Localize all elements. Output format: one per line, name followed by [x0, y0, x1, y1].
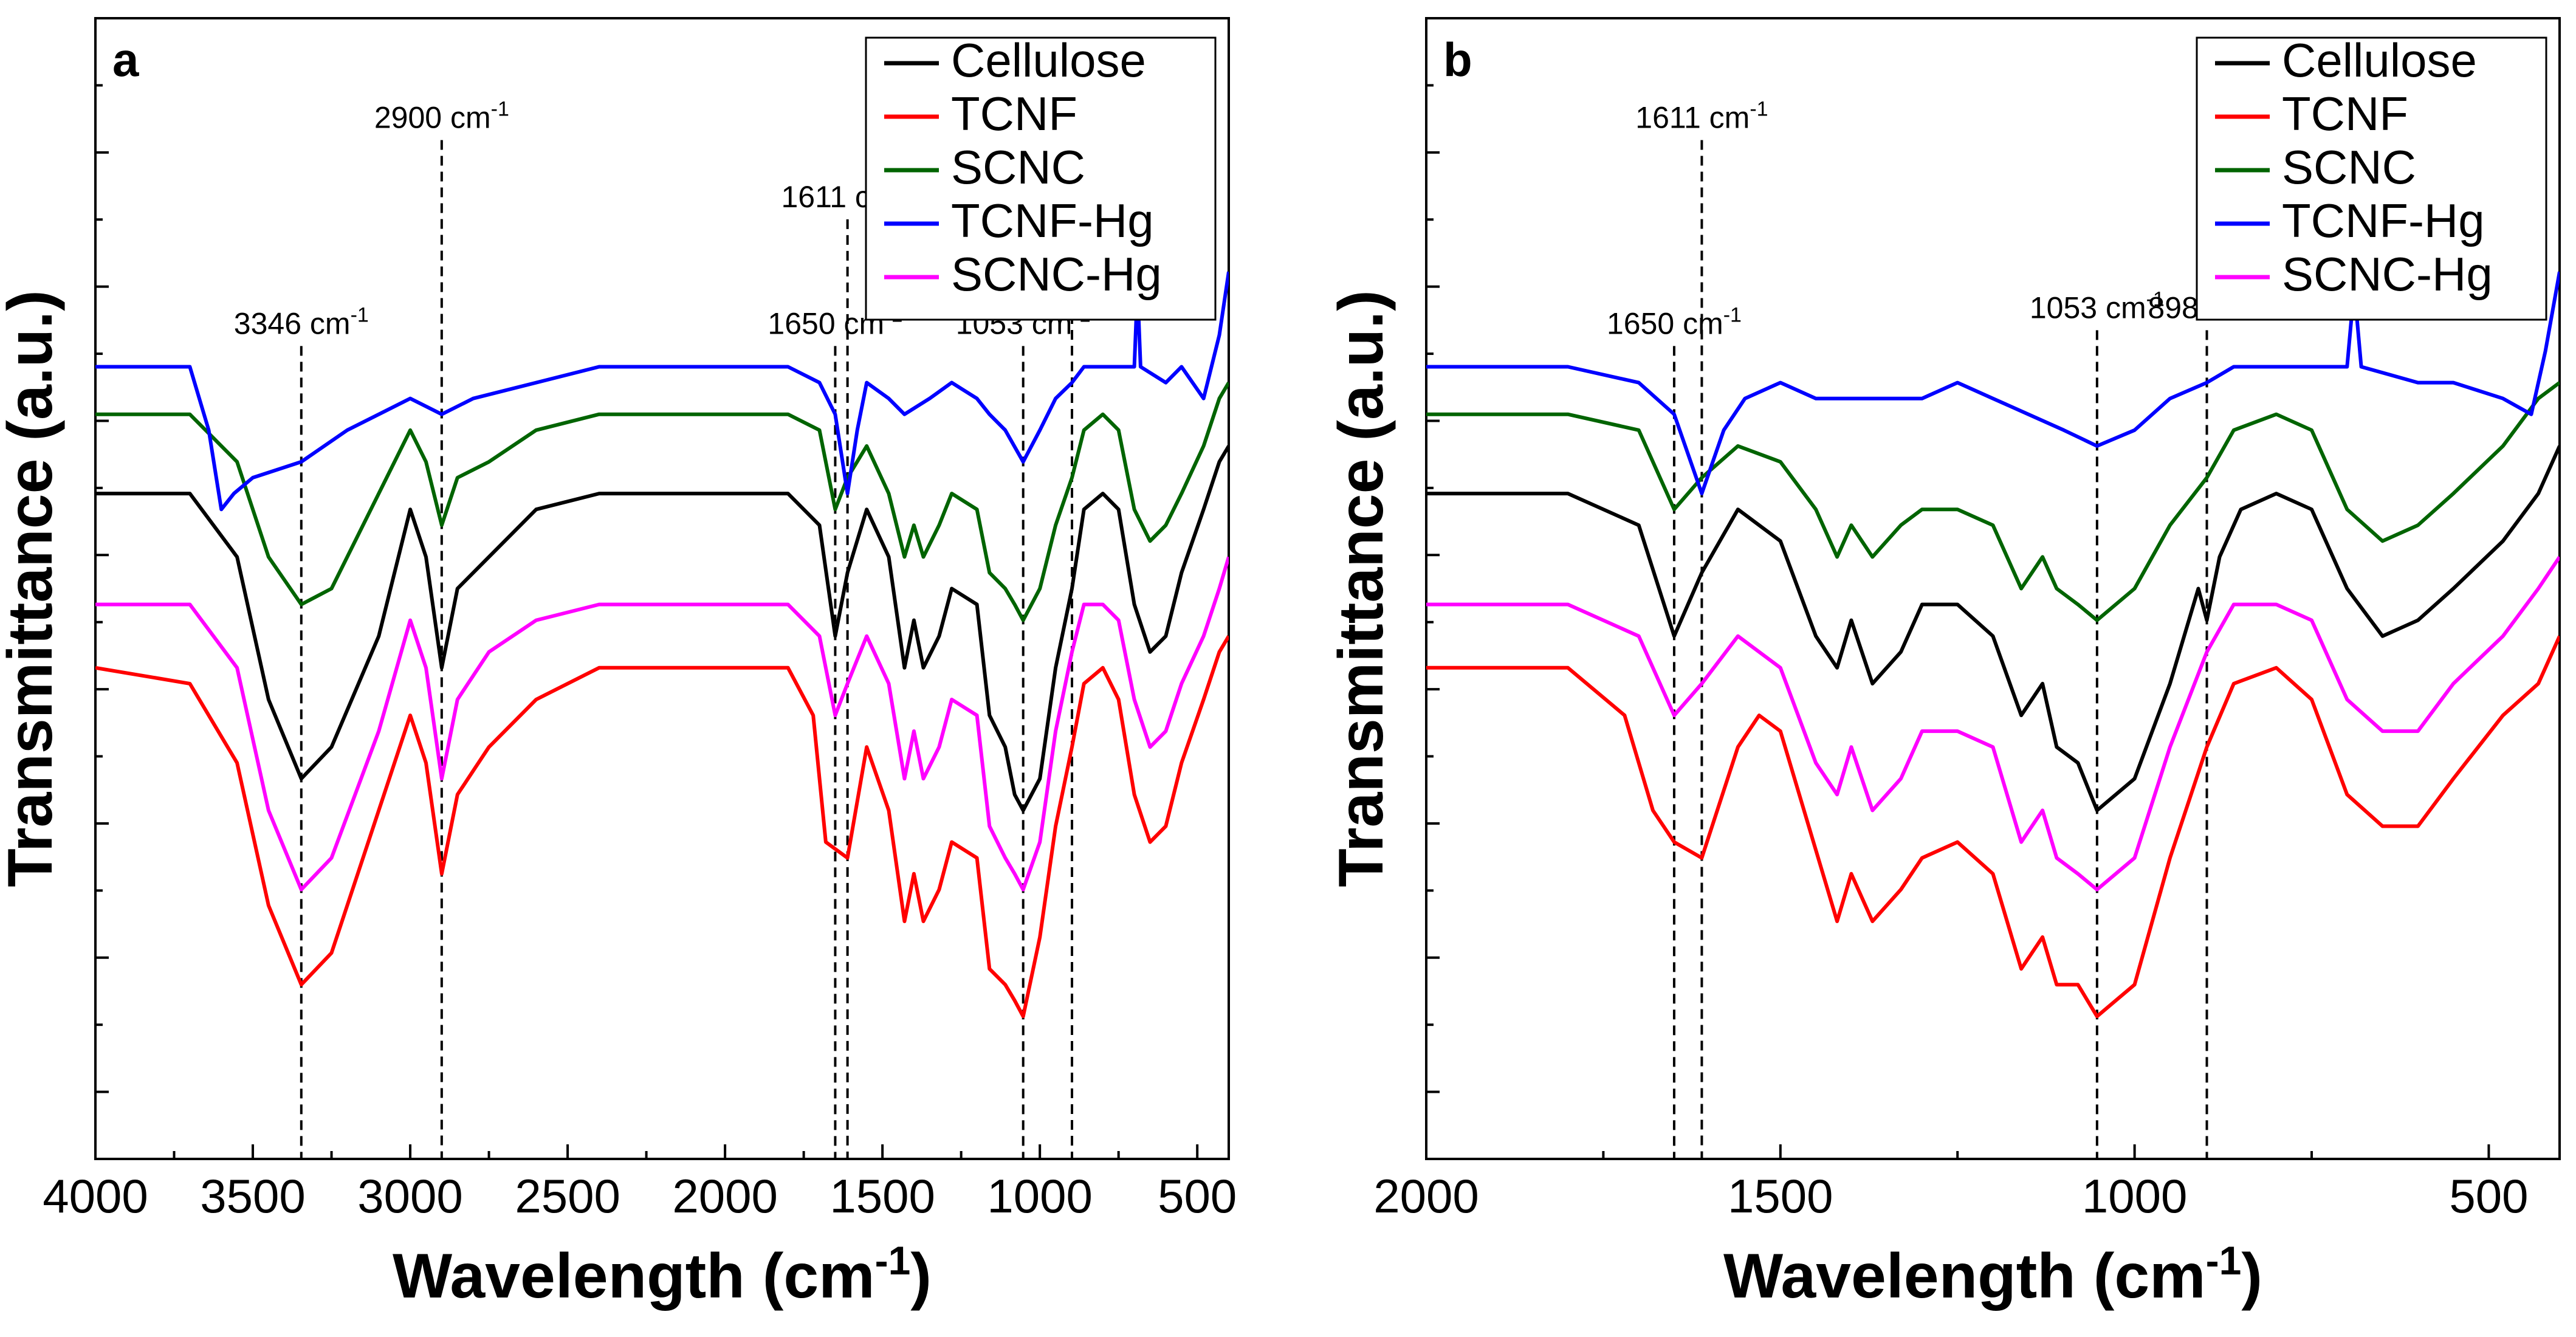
- legend-label: TCNF: [951, 87, 1077, 140]
- legend-box: [865, 36, 1217, 321]
- x-tick-label: 1000: [987, 1169, 1093, 1223]
- series-line-scnc: [1426, 381, 2560, 622]
- legend-label: TCNF-Hg: [951, 194, 1154, 247]
- legend-label: TCNF: [2282, 87, 2408, 140]
- legend-label: Cellulose: [2282, 33, 2477, 87]
- annotation-label: 3346 cm-1: [234, 303, 369, 340]
- x-tick-label: 1500: [1728, 1169, 1833, 1223]
- x-axis-label: Wavelength (cm-1): [393, 1238, 932, 1311]
- annotation-label: 1053 cm-1: [2030, 287, 2165, 325]
- panel-b: 2000 1500 1000 500 Wavelength (cm-1) Transmit…: [1326, 17, 2561, 1311]
- series-line-scnc-hg: [1426, 555, 2560, 892]
- y-axis-label: Transmittance (a.u.): [1326, 290, 1396, 887]
- series-line-scnc: [95, 382, 1229, 622]
- x-tick-label: 4000: [43, 1169, 148, 1223]
- series-group: [95, 271, 1229, 1019]
- x-tick-label: 3000: [357, 1169, 463, 1223]
- annotation-label: 1650 cm-1: [1607, 303, 1742, 340]
- x-tick-label: 1500: [829, 1169, 935, 1223]
- x-tick-label: 2500: [515, 1169, 620, 1223]
- annotation-label: 2900 cm-1: [374, 97, 509, 134]
- y-axis-label: Transmittance (a.u.): [0, 290, 66, 887]
- panel-letter: a: [112, 33, 139, 86]
- plot-frame: [1425, 17, 2561, 1160]
- series-line-tcnf: [95, 635, 1229, 1019]
- series-line-tcnf-hg: [1426, 271, 2560, 496]
- series-line-cellulose: [95, 445, 1229, 813]
- legend-box: [2196, 36, 2547, 321]
- x-tick-label: 3500: [200, 1169, 306, 1223]
- series-line-cellulose: [1426, 445, 2560, 813]
- legend-label: TCNF-Hg: [2282, 194, 2485, 247]
- annotation-label: 1611 cm-1: [1635, 97, 1768, 134]
- x-tick-label: 2000: [1373, 1169, 1479, 1223]
- panel-a: 4000 3500 3000 2500 2000 1500 1000 500 Wavelengt…: [0, 17, 1237, 1311]
- series-line-tcnf: [1426, 635, 2560, 1019]
- legend-label: SCNC-Hg: [2282, 247, 2493, 301]
- legend-label: SCNC: [2282, 140, 2416, 194]
- series-line-scnc-hg: [95, 556, 1229, 892]
- series-group: [1426, 271, 2560, 1019]
- x-tick-label: 2000: [672, 1169, 778, 1223]
- x-tick-label: 1000: [2082, 1169, 2188, 1223]
- legend-label: SCNC-Hg: [951, 247, 1162, 301]
- x-axis-label: Wavelength (cm-1): [1723, 1238, 2262, 1311]
- panel-letter: b: [1443, 33, 1472, 86]
- legend-label: Cellulose: [951, 33, 1146, 87]
- plot-frame: [94, 17, 1230, 1160]
- series-line-tcnf-hg: [95, 271, 1229, 512]
- x-tick-label: 500: [1158, 1169, 1237, 1223]
- legend-label: SCNC: [951, 140, 1085, 194]
- x-tick-label: 500: [2449, 1169, 2528, 1223]
